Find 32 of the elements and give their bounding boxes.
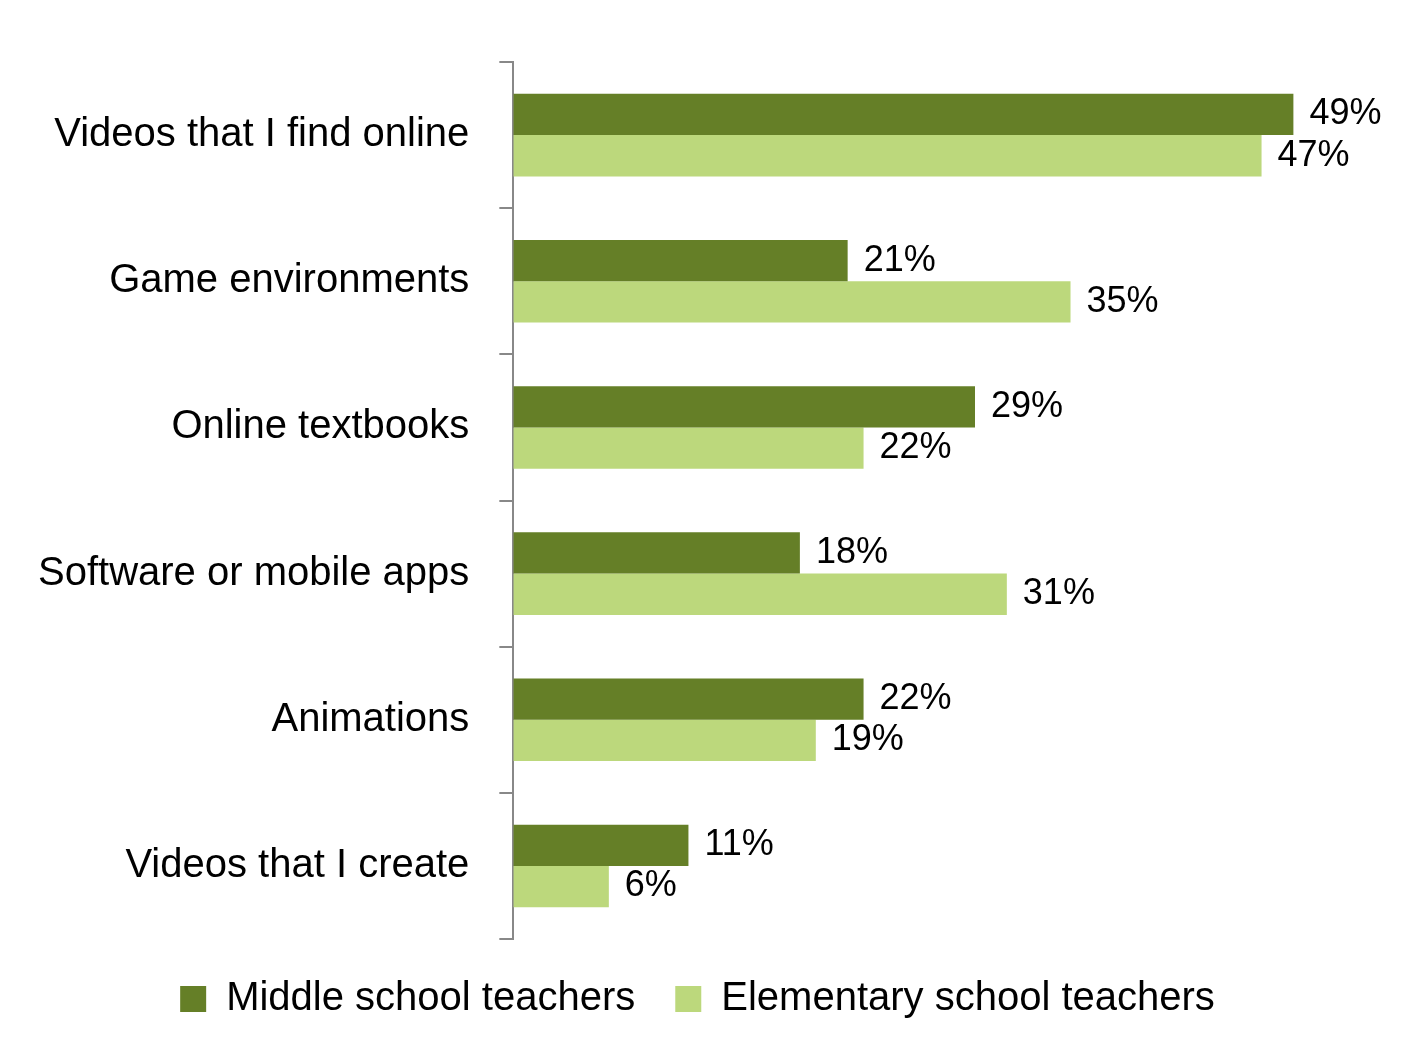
bar xyxy=(513,865,609,908)
bar xyxy=(513,281,1071,323)
data-label: 18% xyxy=(815,529,888,571)
y-tick-label: Game environments xyxy=(109,256,470,301)
data-label: 11% xyxy=(704,822,774,864)
y-tick-label: Videos that I create xyxy=(125,840,470,885)
y-tick-label: Online textbooks xyxy=(171,402,470,447)
data-label: 19% xyxy=(831,717,904,759)
bar xyxy=(513,573,1007,615)
y-tick-label: Software or mobile apps xyxy=(38,548,470,593)
bar xyxy=(513,239,848,282)
bar xyxy=(513,532,800,574)
legend-label: Middle school teachers xyxy=(226,974,636,1019)
bar xyxy=(513,719,816,762)
y-tick-label: Videos that I find online xyxy=(54,110,470,155)
bar xyxy=(513,93,1294,136)
data-label: 22% xyxy=(879,676,952,718)
bar xyxy=(513,386,975,428)
bar xyxy=(513,427,864,469)
legend-label: Elementary school teachers xyxy=(721,974,1215,1019)
data-label: 6% xyxy=(624,863,677,905)
data-label: 31% xyxy=(1022,571,1095,613)
bar xyxy=(513,135,1262,177)
bar xyxy=(513,824,689,866)
y-tick-label: Animations xyxy=(271,694,470,739)
data-label: 22% xyxy=(879,424,952,466)
data-label: 21% xyxy=(863,237,936,279)
data-label: 29% xyxy=(991,383,1064,425)
bar xyxy=(513,678,864,720)
data-label: 49% xyxy=(1309,91,1382,133)
data-label: 35% xyxy=(1086,278,1159,320)
data-label: 47% xyxy=(1277,132,1350,174)
